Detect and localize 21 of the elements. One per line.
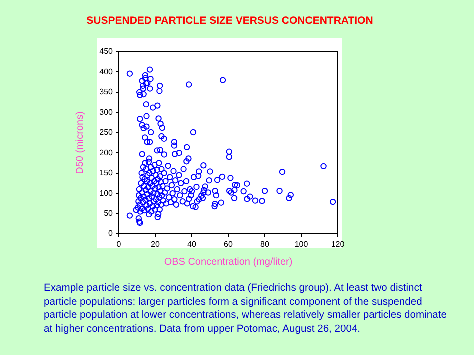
text: Example particle size vs. concentration data (Friedrichs group). At least two distinct particle populations: larger particles form a significant component of the suspended particle population at lower concentrations, whereas relatively smaller particles dominate at higher concentrations. Data from upper Potomac, August 26, 2004. (44, 282, 448, 336)
y-tick-label: 0 (108, 229, 114, 238)
y-tick-label: 100 (100, 188, 114, 198)
y-tick-label: 50 (104, 208, 114, 218)
x-tick-label: 100 (294, 240, 309, 250)
y-tick-label: 300 (100, 108, 114, 117)
x-tick-label: 0 (116, 240, 122, 250)
chart-title: SUSPENDED PARTICLE SIZE VERSUS CONCENTRATION (86, 15, 374, 27)
x-tick-label: 40 (188, 240, 197, 250)
x-axis-title: OBS Concentration (mg/liter) (164, 256, 293, 268)
x-tick-label: 60 (224, 240, 234, 250)
y-tick-label: 400 (100, 67, 114, 76)
y-tick-label: 150 (100, 168, 114, 178)
x-tick-label: 120 (331, 240, 346, 250)
y-axis-title: D50 (microns) (74, 112, 86, 174)
y-tick-label: 200 (100, 148, 114, 158)
y-tick-label: 350 (100, 88, 114, 97)
x-tick-label: 20 (151, 240, 160, 250)
y-tick-label: 450 (100, 47, 114, 56)
x-tick-label: 80 (260, 240, 270, 250)
y-tick-label: 250 (100, 128, 114, 138)
